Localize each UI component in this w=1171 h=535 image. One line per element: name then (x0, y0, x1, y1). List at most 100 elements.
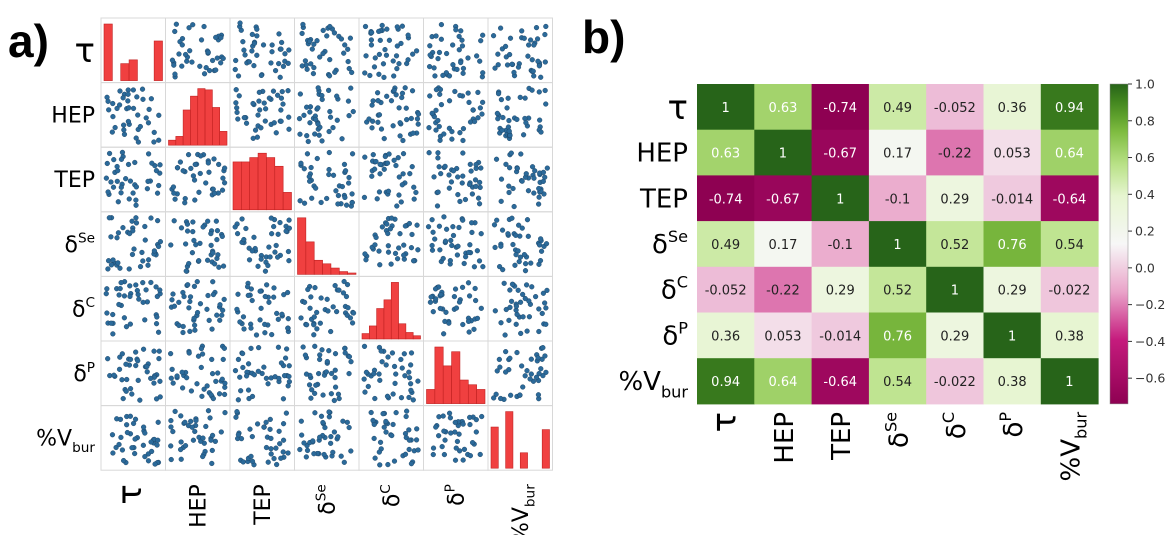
scatter-point (500, 267, 506, 273)
histogram-bar (330, 267, 340, 275)
scatter-point (341, 459, 347, 465)
scatter-point (528, 356, 534, 362)
scatter-point (235, 432, 242, 438)
scatter-point (178, 446, 184, 453)
heatmap-row-label-6-sub: bur (661, 382, 688, 401)
scatter-point (405, 57, 411, 63)
scatter-point (498, 176, 505, 182)
scatter-point (243, 225, 249, 232)
scatter-point (343, 293, 350, 300)
scatter-point (501, 280, 507, 286)
scatter-point (311, 332, 317, 338)
scatter-point (151, 348, 157, 354)
colorbar-gradient (1109, 83, 1129, 405)
scatter-point (319, 138, 325, 144)
scatter-point (194, 381, 200, 387)
scatter-point (197, 170, 203, 177)
scatter-point (495, 62, 501, 68)
scatter-point (542, 300, 548, 306)
heatmap-cell-0-1 (754, 84, 813, 131)
pair-col-label-1: HEP (187, 484, 212, 528)
scatter-point (286, 217, 292, 223)
scatter-point (519, 178, 525, 184)
scatter-point (297, 131, 303, 137)
heatmap-cell-5-2 (811, 312, 870, 359)
heatmap-row-label-5-sup: P (678, 318, 688, 337)
scatter-point (170, 291, 176, 297)
scatter-point (280, 449, 286, 455)
pair-row-label-5-sup: P (87, 360, 95, 376)
scatter-point (168, 351, 174, 357)
heatmap-cell-label: 0.49 (883, 101, 912, 116)
scatter-point (515, 287, 521, 293)
scatter-point (114, 178, 120, 184)
scatter-point (475, 89, 481, 95)
scatter-point (529, 284, 535, 290)
scatter-point (114, 105, 120, 112)
scatter-point (180, 329, 186, 336)
scatter-point (402, 430, 409, 437)
heatmap-cell-label: 0.053 (994, 147, 1031, 162)
heatmap-col-label-6-base: %V (1056, 439, 1086, 482)
scatter-point (405, 32, 411, 38)
scatter-point (328, 434, 334, 440)
scatter-point (205, 160, 211, 166)
scatter-point (127, 231, 133, 237)
scatter-point (218, 429, 224, 435)
scatter-point (506, 183, 512, 189)
scatter-point (330, 304, 336, 310)
scatter-point (365, 383, 371, 390)
scatter-point (257, 288, 263, 294)
scatter-point (526, 42, 532, 48)
scatter-point (385, 243, 391, 249)
pair-col-label-4-sup: C (378, 484, 394, 494)
heatmap-cell-label: 0.63 (768, 101, 797, 116)
scatter-point (310, 71, 317, 77)
scatter-point (370, 417, 376, 424)
heatmap-cell-label: 0.76 (883, 329, 912, 344)
scatter-point (435, 117, 441, 124)
scatter-point (274, 310, 280, 317)
scatter-point (400, 137, 406, 144)
scatter-point (208, 437, 214, 443)
scatter-point (314, 309, 320, 316)
scatter-point (261, 364, 267, 370)
scatter-point (371, 64, 378, 70)
scatter-point (390, 421, 396, 428)
scatter-point (402, 451, 409, 457)
scatter-point (311, 314, 317, 320)
scatter-point (503, 369, 509, 375)
scatter-point (522, 373, 528, 379)
scatter-point (186, 260, 192, 267)
scatter-point (538, 74, 544, 80)
scatter-point (170, 184, 177, 190)
scatter-point (467, 242, 473, 248)
scatter-point (155, 419, 161, 425)
scatter-point (378, 348, 384, 354)
scatter-point (338, 453, 344, 459)
scatter-point (455, 174, 461, 180)
scatter-point (271, 285, 277, 291)
pair-cell-3-4 (358, 211, 424, 277)
heatmap-cell-6-2 (811, 358, 870, 405)
scatter-point (432, 73, 438, 79)
heatmap-row-label-1: HEP (636, 139, 688, 169)
scatter-point (157, 378, 163, 384)
scatter-point (186, 25, 192, 31)
scatter-point (375, 90, 381, 96)
heatmap-cells: 1 0.63 -0.74 0.49 -0.052 0.36 0.94 0.63 1 -0.67 0.… (697, 84, 1099, 405)
scatter-point (340, 290, 347, 296)
heatmap-row-label-4-base: δ (661, 276, 677, 306)
scatter-point (313, 382, 319, 388)
heatmap-cell-label: -0.014 (819, 329, 861, 344)
scatter-point (392, 380, 398, 386)
scatter-point (303, 454, 309, 460)
scatter-point (379, 359, 385, 365)
scatter-point (183, 268, 189, 274)
heatmap-cell-5-5 (983, 312, 1042, 359)
scatter-point (393, 162, 399, 169)
scatter-point (304, 447, 311, 454)
scatter-point (448, 237, 454, 244)
pair-row-label-4-sup: C (85, 295, 95, 311)
